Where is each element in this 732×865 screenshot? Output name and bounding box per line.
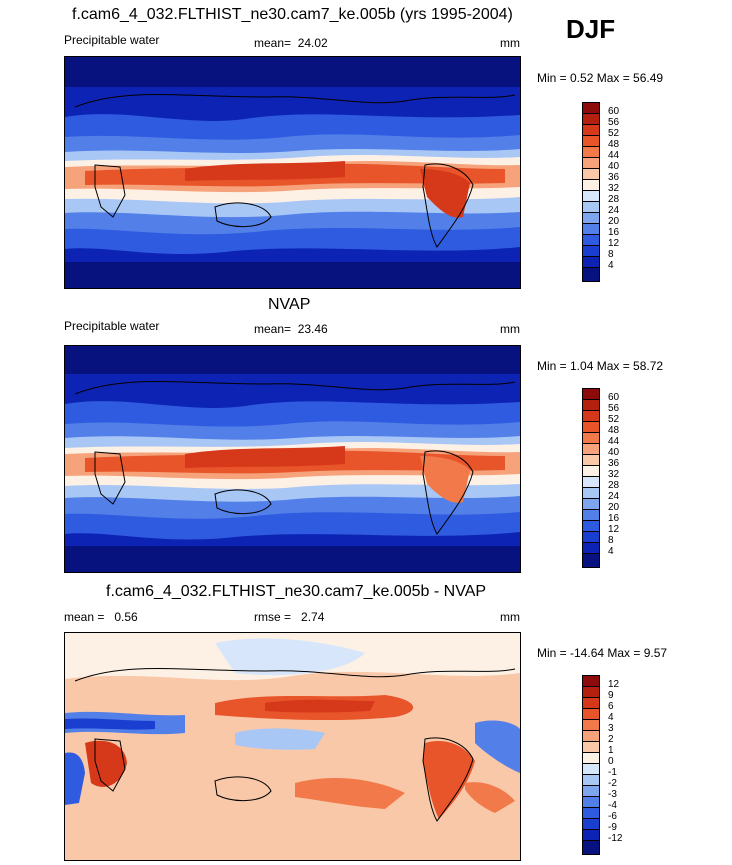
panel2-mean: mean= 23.46 xyxy=(254,322,328,336)
panel3-rmse: rmse = 2.74 xyxy=(254,610,324,624)
colorbar-tick-label: 9 xyxy=(608,690,614,701)
colorbar-tick-label: 44 xyxy=(608,150,620,161)
colorbar-tick-label: 36 xyxy=(608,458,620,469)
colorbar-tick-label: 24 xyxy=(608,491,620,502)
colorbar-tick-label: 4 xyxy=(608,546,614,557)
colorbar-swatch xyxy=(582,267,600,282)
colorbar-tick-label: 52 xyxy=(608,414,620,425)
colorbar-tick-label: 1 xyxy=(608,745,614,756)
season-label: DJF xyxy=(566,14,616,44)
panel2-variable-label: Precipitable water xyxy=(64,319,160,333)
panel3-units: mm xyxy=(500,610,520,624)
colorbar-tick-label: 16 xyxy=(608,513,620,524)
panel1-mean: mean= 24.02 xyxy=(254,36,328,50)
panel2-title: NVAP xyxy=(268,296,311,313)
panel1-minmax: Min = 0.52 Max = 56.49 xyxy=(537,71,664,85)
panel1-variable-label: Precipitable water xyxy=(64,33,160,47)
panel2-colorbar: 60 56 52 48 44 40 36 32 28 24 20 16 12 8… xyxy=(582,388,619,568)
colorbar-tick-label: 12 xyxy=(608,679,620,690)
panel3-map xyxy=(64,632,521,861)
panel1-map xyxy=(64,56,521,289)
colorbar-tick-label: 3 xyxy=(608,723,614,734)
colorbar-tick-label: 60 xyxy=(608,106,620,117)
colorbar-tick-label: 56 xyxy=(608,117,620,128)
panel1-colorbar: 60 56 52 48 44 40 36 32 28 24 20 16 12 8… xyxy=(582,102,619,282)
panel3-title: f.cam6_4_032.FLTHIST_ne30.cam7_ke.005b -… xyxy=(106,583,487,600)
panel3-rmse-label: rmse = xyxy=(254,610,292,624)
colorbar-tick-label: 44 xyxy=(608,436,620,447)
colorbar-tick-label: -3 xyxy=(608,789,617,800)
colorbar-tick-label: 20 xyxy=(608,502,620,513)
colorbar-tick-label: 28 xyxy=(608,480,620,491)
colorbar-tick-label: -2 xyxy=(608,778,617,789)
colorbar-tick-label: 8 xyxy=(608,249,614,260)
colorbar-tick-label: 4 xyxy=(608,712,614,723)
colorbar-tick-label: 20 xyxy=(608,216,620,227)
colorbar-tick-label: 24 xyxy=(608,205,620,216)
colorbar-tick-label: 48 xyxy=(608,139,620,150)
colorbar-tick-label: 0 xyxy=(608,756,614,767)
panel3-colorbar: 12 9 6 4 3 2 1 0 -1 -2 -3 -4 -6 -9 -12 xyxy=(582,675,622,855)
panel2-mean-value: 23.46 xyxy=(297,322,328,336)
colorbar-tick-label: 36 xyxy=(608,172,620,183)
colorbar-tick-label: 48 xyxy=(608,425,620,436)
panel1-units: mm xyxy=(500,36,520,50)
colorbar-tick-label: 8 xyxy=(608,535,614,546)
panel3-minmax: Min = -14.64 Max = 9.57 xyxy=(537,646,668,660)
colorbar-tick-label: 12 xyxy=(608,524,620,535)
panel3-mean: mean = 0.56 xyxy=(64,610,138,624)
colorbar-tick-label: 40 xyxy=(608,447,620,458)
colorbar-tick-label: -6 xyxy=(608,811,617,822)
colorbar-tick-label: 60 xyxy=(608,392,620,403)
colorbar-tick-label: 52 xyxy=(608,128,620,139)
panel3-mean-value: 0.56 xyxy=(114,610,138,624)
panel1-mean-value: 24.02 xyxy=(297,36,328,50)
colorbar-swatch xyxy=(582,553,600,568)
colorbar-tick-label: 6 xyxy=(608,701,614,712)
panel1-title: f.cam6_4_032.FLTHIST_ne30.cam7_ke.005b (… xyxy=(72,6,513,23)
colorbar-tick-label: 28 xyxy=(608,194,620,205)
panel2-minmax: Min = 1.04 Max = 58.72 xyxy=(537,359,664,373)
panel2-units: mm xyxy=(500,322,520,336)
colorbar-tick-label: -12 xyxy=(608,833,623,844)
panel3-rmse-value: 2.74 xyxy=(301,610,325,624)
colorbar-tick-label: -9 xyxy=(608,822,617,833)
colorbar-tick-label: 16 xyxy=(608,227,620,238)
colorbar-tick-label: 32 xyxy=(608,183,620,194)
colorbar-tick-label: 12 xyxy=(608,238,620,249)
panel3-mean-label: mean = xyxy=(64,610,105,624)
panel2-precipitable-water-field xyxy=(65,346,520,572)
colorbar-tick-label: 2 xyxy=(608,734,614,745)
colorbar-tick-label: 56 xyxy=(608,403,620,414)
colorbar-tick-label: 4 xyxy=(608,260,614,271)
panel1-mean-label: mean= xyxy=(254,36,292,50)
panel2-mean-label: mean= xyxy=(254,322,292,336)
colorbar-swatch xyxy=(582,840,600,855)
panel3-difference-field xyxy=(65,633,520,860)
panel1-precipitable-water-field xyxy=(65,57,520,288)
colorbar-tick-label: -1 xyxy=(608,767,617,778)
colorbar-tick-label: -4 xyxy=(608,800,617,811)
colorbar-tick-label: 40 xyxy=(608,161,620,172)
colorbar-tick-label: 32 xyxy=(608,469,620,480)
panel2-map xyxy=(64,345,521,573)
